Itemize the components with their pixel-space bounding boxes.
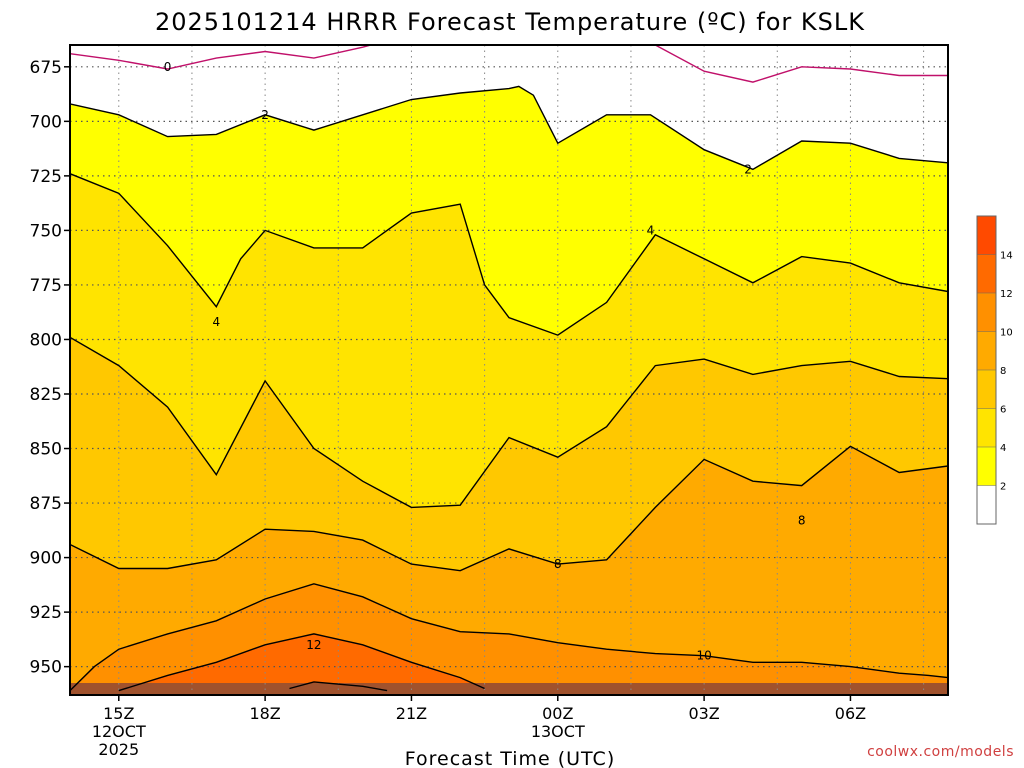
y-tick-label: 950 <box>30 658 62 678</box>
x-tick-label: 21Z <box>396 704 427 723</box>
colorbar-label: 12 <box>1000 289 1013 300</box>
y-tick-label: 875 <box>30 494 62 514</box>
isotherm-line-4 <box>70 173 948 336</box>
isotherm-line-14 <box>289 681 388 692</box>
colorbar-label: 4 <box>1000 443 1006 454</box>
y-tick-label: 825 <box>30 385 62 405</box>
contour-label: 2 <box>261 108 269 122</box>
colorbar-segment <box>977 331 996 370</box>
x-tick-date: 13OCT <box>531 722 585 741</box>
temperature-band-12 <box>118 633 485 695</box>
colorbar-label: 6 <box>1000 405 1006 416</box>
contour-label: 8 <box>798 514 806 528</box>
x-tick-label: 06Z <box>835 704 866 723</box>
colorbar-label: 14 <box>1000 251 1013 262</box>
colorbar-segment <box>977 216 996 255</box>
y-tick-label: 800 <box>30 330 62 350</box>
colorbar-segment <box>977 447 996 486</box>
colorbar-segment <box>977 254 996 293</box>
colorbar-label: 10 <box>1000 328 1013 339</box>
y-tick-label: 775 <box>30 276 62 296</box>
credit-text: coolwx.com/models <box>867 744 1014 760</box>
isotherm-line-2 <box>70 85 948 171</box>
y-tick-label: 925 <box>30 603 62 623</box>
isotherm-line-6 <box>70 336 948 509</box>
y-tick-label: 850 <box>30 440 62 460</box>
colorbar-segment <box>977 485 996 524</box>
plot-frame <box>69 44 949 696</box>
x-tick-year: 2025 <box>98 740 139 759</box>
contour-label: 10 <box>696 649 711 663</box>
colorbar-label: 8 <box>1000 366 1006 377</box>
contour-label: 0 <box>164 60 172 74</box>
isotherm-line-0-segment <box>652 45 948 83</box>
colorbar-label: 2 <box>1000 482 1006 493</box>
isotherm-line-8 <box>70 445 948 572</box>
colorbar-segment <box>977 370 996 409</box>
x-tick-label: 18Z <box>249 704 280 723</box>
isotherm-line-10 <box>70 583 948 692</box>
x-tick-label: 03Z <box>688 704 719 723</box>
contour-label: 12 <box>306 638 321 652</box>
x-tick-label: 00Z <box>542 704 573 723</box>
y-tick-label: 675 <box>30 58 62 78</box>
y-tick-label: 750 <box>30 221 62 241</box>
x-tick-date: 12OCT <box>92 722 146 741</box>
x-tick-label: 15Z <box>103 704 134 723</box>
y-tick-label: 700 <box>30 112 62 132</box>
colorbar-segment <box>977 293 996 332</box>
isotherm-line-0 <box>70 45 374 70</box>
isotherm-line-12 <box>118 633 485 692</box>
y-tick-label: 900 <box>30 549 62 569</box>
contour-label: 4 <box>647 223 655 237</box>
surface-ground <box>70 683 948 695</box>
contour-label: 8 <box>554 557 562 571</box>
y-tick-label: 725 <box>30 167 62 187</box>
colorbar-segment <box>977 408 996 447</box>
chart-title: 2025101214 HRRR Forecast Temperature (ºC… <box>155 8 865 36</box>
x-axis-label: Forecast Time (UTC) <box>405 748 615 768</box>
contour-label: 4 <box>213 315 221 329</box>
contour-label: 2 <box>744 162 752 176</box>
colorbar: 2 4 6 8 10 12 14 <box>976 215 1013 525</box>
